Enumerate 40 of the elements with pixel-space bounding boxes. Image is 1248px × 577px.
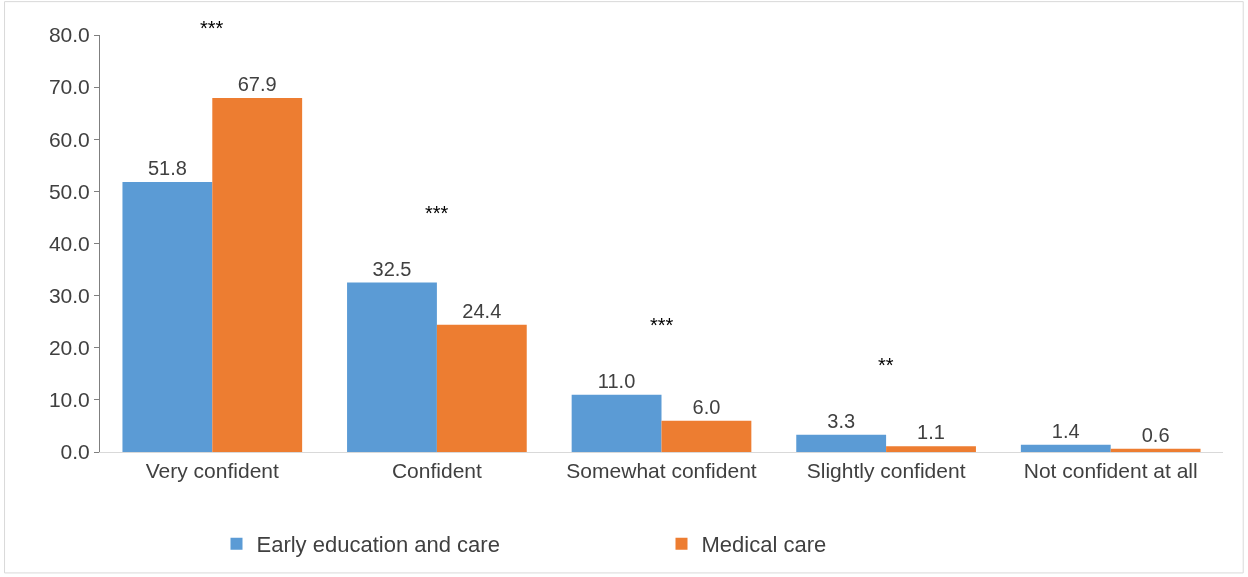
x-tick-label: Confident: [391, 459, 483, 483]
annotation: ***: [425, 202, 449, 224]
y-tick-label: 50.0: [48, 179, 90, 203]
bar: [436, 324, 527, 452]
data-label: 6.0: [692, 395, 721, 418]
y-tick-label: 30.0: [48, 283, 90, 307]
annotation: ***: [200, 17, 224, 39]
data-label: 24.4: [462, 299, 502, 322]
bar: [122, 181, 213, 452]
y-tick-label: 80.0: [48, 23, 90, 47]
data-label: 0.6: [1141, 423, 1170, 446]
data-label: 32.5: [372, 257, 412, 280]
bar: [796, 434, 887, 452]
y-tick-label: 60.0: [48, 127, 90, 151]
data-label: 1.1: [917, 421, 945, 444]
data-label: 11.0: [597, 369, 636, 392]
y-tick-label: 10.0: [48, 388, 90, 412]
x-tick-label: Somewhat confident: [566, 459, 757, 483]
bar: [886, 446, 976, 452]
bar: [1110, 448, 1201, 452]
y-tick-label: 40.0: [48, 231, 90, 255]
data-label: 1.4: [1051, 419, 1080, 442]
y-tick-label: 70.0: [48, 75, 90, 99]
legend-label: Early education and care: [256, 532, 500, 558]
x-tick-label: Very confident: [145, 459, 279, 483]
y-tick-label: 0.0: [60, 440, 90, 464]
annotation: **: [878, 354, 894, 376]
x-tick-label: Slightly confident: [806, 459, 966, 483]
data-label: 3.3: [827, 409, 856, 432]
bar: [1020, 444, 1111, 452]
y-tick-label: 20.0: [48, 336, 90, 360]
bar: [212, 98, 303, 452]
data-label: 67.9: [237, 73, 277, 96]
data-label: 51.8: [147, 156, 187, 179]
bar: [347, 282, 437, 452]
x-tick-label: Not confident at all: [1023, 459, 1198, 483]
legend-label: Medical care: [701, 532, 827, 558]
annotation: ***: [650, 314, 674, 336]
bar: [661, 420, 752, 452]
bar: [571, 394, 662, 452]
